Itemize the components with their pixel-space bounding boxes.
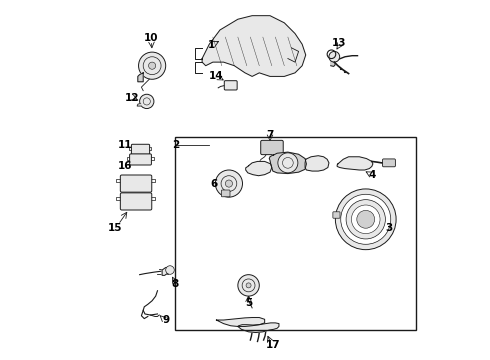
Circle shape: [140, 94, 154, 109]
Circle shape: [246, 283, 251, 288]
Polygon shape: [270, 152, 306, 174]
Text: 7: 7: [267, 130, 274, 140]
FancyBboxPatch shape: [333, 212, 340, 218]
Polygon shape: [137, 103, 141, 106]
Text: 10: 10: [144, 33, 159, 43]
Polygon shape: [337, 157, 373, 170]
Text: 17: 17: [266, 340, 281, 350]
Text: 3: 3: [385, 223, 392, 233]
Circle shape: [341, 194, 391, 244]
FancyBboxPatch shape: [131, 144, 149, 154]
Polygon shape: [238, 323, 279, 333]
Polygon shape: [217, 318, 265, 327]
Circle shape: [215, 170, 243, 197]
Circle shape: [225, 180, 232, 187]
FancyBboxPatch shape: [224, 81, 237, 90]
Text: 5: 5: [245, 297, 252, 307]
Text: 1: 1: [207, 40, 215, 50]
Polygon shape: [305, 156, 329, 171]
Text: 2: 2: [172, 140, 179, 150]
Text: 11: 11: [118, 140, 133, 150]
Polygon shape: [245, 161, 272, 176]
Text: 9: 9: [162, 315, 169, 325]
Text: 13: 13: [332, 38, 346, 48]
Circle shape: [329, 51, 340, 62]
Circle shape: [139, 52, 166, 79]
Text: 14: 14: [209, 71, 224, 81]
Text: 6: 6: [210, 179, 217, 189]
Circle shape: [357, 210, 375, 228]
Polygon shape: [331, 58, 335, 66]
FancyBboxPatch shape: [130, 154, 151, 165]
Text: 4: 4: [368, 170, 375, 180]
Text: 12: 12: [124, 93, 139, 103]
Circle shape: [346, 200, 386, 239]
FancyBboxPatch shape: [121, 193, 152, 210]
Polygon shape: [162, 267, 168, 275]
Text: 15: 15: [107, 223, 122, 233]
Polygon shape: [202, 16, 306, 76]
Circle shape: [335, 189, 396, 249]
FancyBboxPatch shape: [121, 175, 152, 192]
Circle shape: [166, 266, 174, 274]
Bar: [175, 137, 416, 330]
FancyBboxPatch shape: [383, 159, 395, 167]
FancyBboxPatch shape: [221, 190, 230, 197]
FancyBboxPatch shape: [261, 140, 283, 155]
Circle shape: [148, 62, 156, 69]
Circle shape: [238, 275, 259, 296]
Circle shape: [278, 153, 298, 173]
Polygon shape: [138, 73, 143, 82]
Circle shape: [351, 205, 380, 234]
Text: 8: 8: [172, 279, 179, 289]
Text: 16: 16: [118, 161, 133, 171]
